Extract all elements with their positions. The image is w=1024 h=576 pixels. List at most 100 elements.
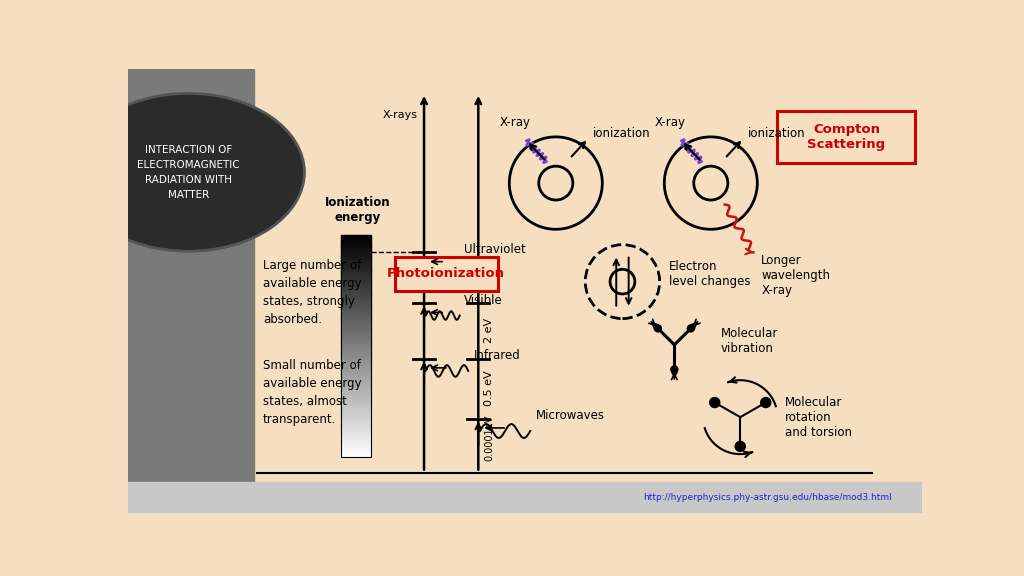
Bar	[341, 343, 371, 344]
Bar	[341, 352, 371, 354]
Bar	[341, 407, 371, 409]
Circle shape	[610, 270, 635, 294]
Bar	[341, 372, 371, 374]
Bar	[341, 268, 371, 271]
Bar	[341, 319, 371, 320]
Bar	[341, 452, 371, 453]
Text: Infrared: Infrared	[474, 349, 520, 362]
Bar	[341, 401, 371, 404]
Bar	[341, 259, 371, 262]
Text: 2 eV: 2 eV	[484, 319, 495, 343]
Bar	[341, 302, 371, 304]
Bar	[341, 415, 371, 416]
Bar	[341, 305, 371, 308]
Bar	[341, 363, 371, 365]
Text: Photoionization: Photoionization	[387, 267, 505, 281]
Bar	[341, 359, 371, 361]
Bar	[341, 374, 371, 376]
Bar	[341, 324, 371, 326]
Bar	[341, 283, 371, 285]
Bar	[341, 368, 371, 370]
Bar	[341, 433, 371, 435]
Bar	[341, 328, 371, 329]
Bar	[341, 322, 371, 324]
Bar	[341, 400, 371, 402]
Bar	[341, 296, 371, 298]
Bar	[341, 247, 371, 248]
Bar	[341, 300, 371, 302]
Bar	[341, 391, 371, 392]
Bar	[341, 241, 371, 243]
Bar	[341, 308, 371, 309]
Bar	[341, 355, 371, 357]
Bar	[341, 437, 371, 439]
Bar	[341, 442, 371, 444]
Circle shape	[710, 397, 720, 408]
Bar	[341, 337, 371, 339]
Bar	[341, 409, 371, 411]
Text: ionization: ionization	[748, 127, 806, 139]
Bar	[341, 320, 371, 323]
Bar	[341, 289, 371, 291]
Text: Longer
wavelength
X-ray: Longer wavelength X-ray	[761, 254, 830, 297]
Bar	[341, 435, 371, 437]
Bar	[128, 69, 254, 513]
Bar	[341, 313, 371, 315]
Bar	[128, 482, 922, 513]
Bar	[341, 370, 371, 372]
Circle shape	[671, 366, 678, 373]
Bar	[341, 378, 371, 380]
Bar	[341, 270, 371, 272]
Bar	[341, 304, 371, 306]
Circle shape	[735, 441, 745, 452]
Bar	[341, 272, 371, 274]
Bar	[341, 293, 371, 294]
Bar	[341, 331, 371, 334]
Bar	[341, 317, 371, 319]
FancyBboxPatch shape	[394, 257, 498, 291]
Bar	[341, 455, 371, 457]
Bar	[341, 274, 371, 276]
Bar	[341, 427, 371, 430]
Bar	[341, 403, 371, 406]
Text: Large number of
available energy
states, strongly
absorbed.: Large number of available energy states,…	[263, 259, 361, 325]
Bar	[341, 420, 371, 422]
Text: X-ray: X-ray	[500, 116, 531, 129]
Bar	[341, 311, 371, 313]
Bar	[341, 287, 371, 289]
Circle shape	[693, 166, 728, 200]
Bar	[341, 309, 371, 311]
Bar	[341, 276, 371, 278]
Bar	[341, 396, 371, 398]
Bar	[341, 426, 371, 427]
Bar	[341, 429, 371, 431]
Bar	[341, 376, 371, 378]
Bar	[341, 394, 371, 396]
Bar	[341, 282, 371, 283]
Bar	[341, 245, 371, 247]
Bar	[341, 267, 371, 268]
Bar	[341, 261, 371, 263]
Bar	[341, 385, 371, 387]
Bar	[341, 335, 371, 337]
Ellipse shape	[72, 93, 304, 251]
Bar	[341, 291, 371, 293]
Bar	[341, 257, 371, 259]
Text: INTERACTION OF
ELECTROMAGNETIC
RADIATION WITH
MATTER: INTERACTION OF ELECTROMAGNETIC RADIATION…	[137, 145, 240, 199]
Bar	[341, 298, 371, 300]
Bar	[341, 354, 371, 355]
Bar	[341, 348, 371, 350]
Circle shape	[654, 325, 662, 332]
Bar	[341, 416, 371, 418]
Bar	[341, 263, 371, 265]
Text: X-rays: X-rays	[383, 109, 418, 120]
Bar	[341, 346, 371, 348]
Text: X-ray: X-ray	[655, 116, 686, 129]
Bar	[341, 235, 371, 237]
Bar	[341, 438, 371, 441]
Bar	[341, 446, 371, 448]
Text: Microwaves: Microwaves	[536, 409, 604, 422]
Text: 0.0001eV: 0.0001eV	[484, 415, 495, 461]
Bar	[341, 250, 371, 252]
FancyBboxPatch shape	[777, 111, 915, 163]
